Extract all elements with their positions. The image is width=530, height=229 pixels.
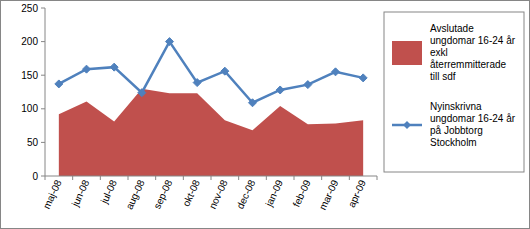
x-tick-label: maj-08 xyxy=(41,178,64,211)
x-tick xyxy=(183,176,184,180)
x-tick-label: aug-08 xyxy=(124,178,147,211)
y-axis xyxy=(45,8,46,176)
legend: Avslutadeungdomar 16-24 årexklåterremmit… xyxy=(384,12,524,172)
y-tick-label: 200 xyxy=(21,36,38,47)
marker xyxy=(359,74,367,82)
y-tick-label: 250 xyxy=(21,3,38,14)
legend-swatch xyxy=(392,41,422,65)
x-tick xyxy=(377,176,378,180)
chart-border xyxy=(1,1,530,229)
legend-label: Avslutadeungdomar 16-24 årexklåterremmit… xyxy=(430,23,516,82)
marker xyxy=(138,89,146,97)
y-tick-label: 150 xyxy=(21,70,38,81)
x-tick xyxy=(211,176,212,180)
marker xyxy=(276,86,284,94)
y-tick-label: 50 xyxy=(27,137,39,148)
y-tick xyxy=(41,41,45,42)
marker xyxy=(304,81,312,89)
y-tick xyxy=(41,8,45,9)
marker xyxy=(83,65,91,73)
x-tick xyxy=(72,176,73,180)
legend-marker xyxy=(403,121,411,129)
y-tick xyxy=(41,176,45,177)
y-tick xyxy=(41,142,45,143)
legend-box xyxy=(384,12,524,172)
marker xyxy=(221,67,229,75)
y-tick xyxy=(41,75,45,76)
marker xyxy=(55,80,63,88)
x-tick xyxy=(349,176,350,180)
x-tick xyxy=(321,176,322,180)
x-tick-label: jul-08 xyxy=(98,178,119,206)
chart: 0 50 100 150 200 250 maj-08jun-08 jul-08aug-08s… xyxy=(0,0,530,229)
x-tick-label: okt-08 xyxy=(180,178,202,208)
marker xyxy=(249,99,257,107)
x-tick-label: jan-09 xyxy=(263,178,285,209)
marker xyxy=(166,38,174,46)
x-tick xyxy=(100,176,101,180)
marker xyxy=(193,79,201,87)
x-tick-label: dec-08 xyxy=(234,178,257,211)
legend-label: Nyinskrivnaungdomar 16-24 årpå JobbtorgS… xyxy=(430,101,516,148)
x-tick xyxy=(128,176,129,180)
x-tick-label: mar-09 xyxy=(317,178,341,212)
x-tick xyxy=(294,176,295,180)
x-tick-label: jun-08 xyxy=(69,178,91,209)
x-tick-label: apr-09 xyxy=(346,178,368,209)
x-tick xyxy=(45,176,46,180)
y-tick-label: 0 xyxy=(32,171,38,182)
y-tick xyxy=(41,108,45,109)
x-tick xyxy=(155,176,156,180)
x-tick-label: feb-09 xyxy=(291,178,313,209)
marker xyxy=(110,63,118,71)
area xyxy=(59,89,363,176)
marker xyxy=(332,68,340,76)
x-tick-label: sep-08 xyxy=(151,178,174,211)
y-tick-label: 100 xyxy=(21,103,38,114)
x-tick-label: nov-08 xyxy=(207,178,230,211)
x-tick xyxy=(266,176,267,180)
x-tick xyxy=(238,176,239,180)
plot-area xyxy=(55,38,367,176)
line xyxy=(59,42,363,103)
